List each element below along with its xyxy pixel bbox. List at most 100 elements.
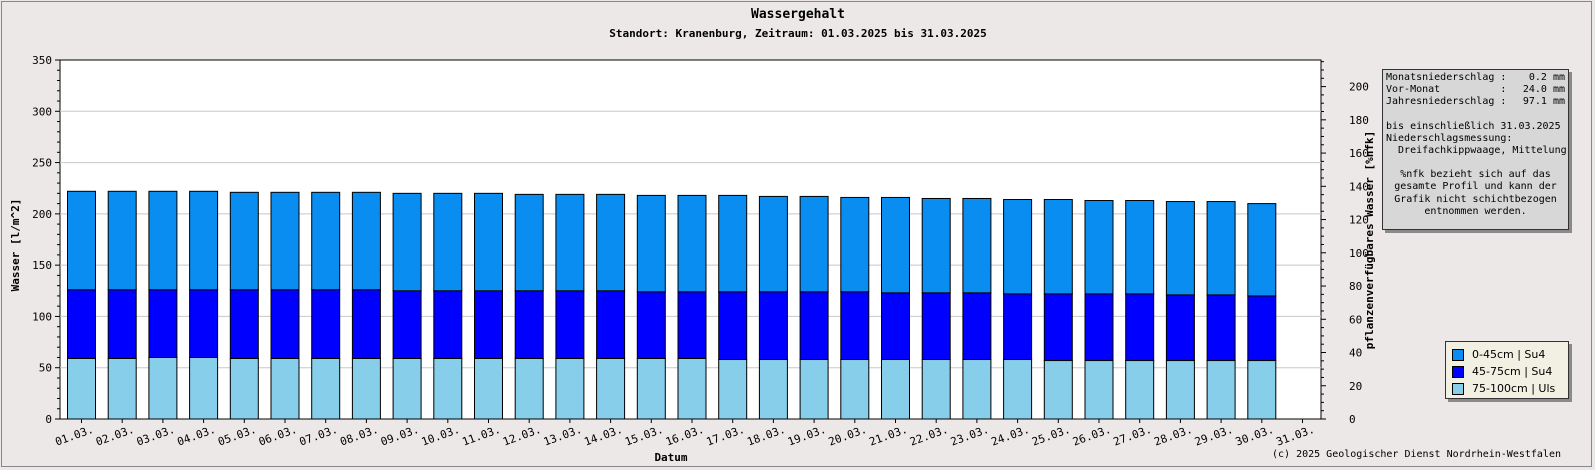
y2-tick-label: 80 [1349,280,1362,293]
bar-segment [1247,360,1277,420]
x-tick-label: 14.03. [583,423,625,449]
bar-segment [514,357,544,420]
annual-precip-value: 97.1 mm [1522,96,1565,108]
bar-segment [1084,200,1114,295]
chart-title: Wassergehalt [751,7,845,22]
y-tick-label: 50 [39,362,52,375]
y2-tick-label: 120 [1349,214,1369,227]
bar-segment [433,192,463,292]
bar-segment [351,191,381,291]
bar-segment [229,357,259,420]
bar-segment [514,290,544,359]
bar-segment [677,194,707,293]
x-tick-label: 28.03. [1152,423,1194,449]
bar-segment [596,357,626,420]
prev-month-label: Vor-Monat : [1386,84,1507,96]
bar-segment [67,289,96,359]
nfk-note: %nfk bezieht sich auf das gesamte Profil… [1394,169,1557,217]
bar-segment [555,357,585,420]
x-tick-label: 31.03. [1274,423,1316,449]
y2-tick-label: 0 [1349,413,1356,426]
bar-segment [1206,360,1236,420]
bar-segment [921,197,951,294]
x-tick-label: 15.03. [623,423,665,449]
x-tick-label: 22.03. [908,423,950,449]
bar-segment [636,194,666,293]
chart-subtitle: Standort: Kranenburg, Zeitraum: 01.03.20… [609,27,987,40]
bar-segment [514,193,544,292]
y-axis-label: Wasser [l/m^2] [9,199,22,292]
bar-segment [67,357,96,420]
monthly-precip-value: 0.2 mm [1528,72,1565,83]
bar-segment [962,359,992,420]
bar-segment [758,291,788,361]
x-tick-label: 20.03. [827,423,869,449]
bar-segment [555,290,585,359]
bar-segment [1206,294,1236,362]
bar-segment [392,192,422,292]
bar-segment [433,357,463,420]
bar-segment [1043,293,1073,362]
bar-segment [392,357,422,420]
bar-segment [351,289,381,359]
x-tick-label: 21.03. [867,423,909,449]
y-tick-label: 150 [32,259,52,272]
measurement-label: Niederschlagsmessung: [1386,132,1513,144]
x-tick-label: 25.03. [1030,423,1072,449]
bar-segment [229,191,259,291]
bar-segment [921,292,951,361]
bar-segment [1003,293,1033,361]
legend-item-0-45: 0-45cm | Su4 [1452,346,1562,363]
monthly-precip-label: Monatsniederschlag : [1386,72,1507,83]
bar-segment [840,196,870,293]
x-tick-label: 05.03. [216,423,258,449]
bar-segment [148,190,178,291]
legend-swatch [1452,348,1464,361]
bar-segment [1003,359,1033,420]
bar-segment [840,291,870,361]
bar-segment [392,290,422,359]
bar-segment [881,359,910,420]
bar-segment [677,291,707,359]
bar-segment [840,359,870,420]
bar-segment [311,357,341,420]
y2-tick-label: 200 [1349,81,1369,94]
y2-axis-label: pflanzenverfügbares Wasser [%nfk] [1363,131,1376,350]
bar-segment [1206,201,1236,296]
x-tick-label: 10.03. [420,423,462,449]
bar-segment [1125,293,1155,362]
bar-segment [67,190,96,291]
x-tick-label: 16.03. [664,423,706,449]
annual-precip-label: Jahresniederschlag : [1386,96,1507,108]
legend-swatch [1452,382,1464,395]
bar-segment [1247,295,1277,362]
bar-segment [148,289,178,358]
bar-segment [474,290,503,359]
x-tick-label: 06.03. [257,423,299,449]
bar-segment [881,292,910,361]
y2-tick-label: 160 [1349,147,1369,160]
y-tick-label: 300 [32,105,52,118]
legend-item-45-75: 45-75cm | Su4 [1452,363,1562,380]
bar-segment [270,191,300,291]
y2-tick-label: 140 [1349,180,1369,193]
x-tick-label: 11.03. [460,423,502,449]
bar-segment [1125,200,1155,295]
x-tick-label: 04.03. [176,423,218,449]
bar-segment [1084,360,1114,420]
bar-segment [189,289,219,358]
bar-segment [148,356,178,420]
x-tick-label: 24.03. [990,423,1032,449]
bar-segment [311,191,341,291]
until-date-text: bis einschließlich 31.03.2025 [1386,120,1561,132]
bar-segment [107,357,137,420]
bar-segment [881,196,910,294]
y2-tick-label: 100 [1349,247,1369,260]
bar-segment [1247,203,1277,297]
bar-segment [189,190,219,291]
x-tick-label: 18.03. [745,423,787,449]
precipitation-info-box: Monatsniederschlag : 0.2 mm Vor-Monat : 24… [1382,69,1569,230]
legend-label: 0-45cm | Su4 [1472,348,1546,361]
bar-segment [636,291,666,359]
bar-segment [718,291,748,361]
